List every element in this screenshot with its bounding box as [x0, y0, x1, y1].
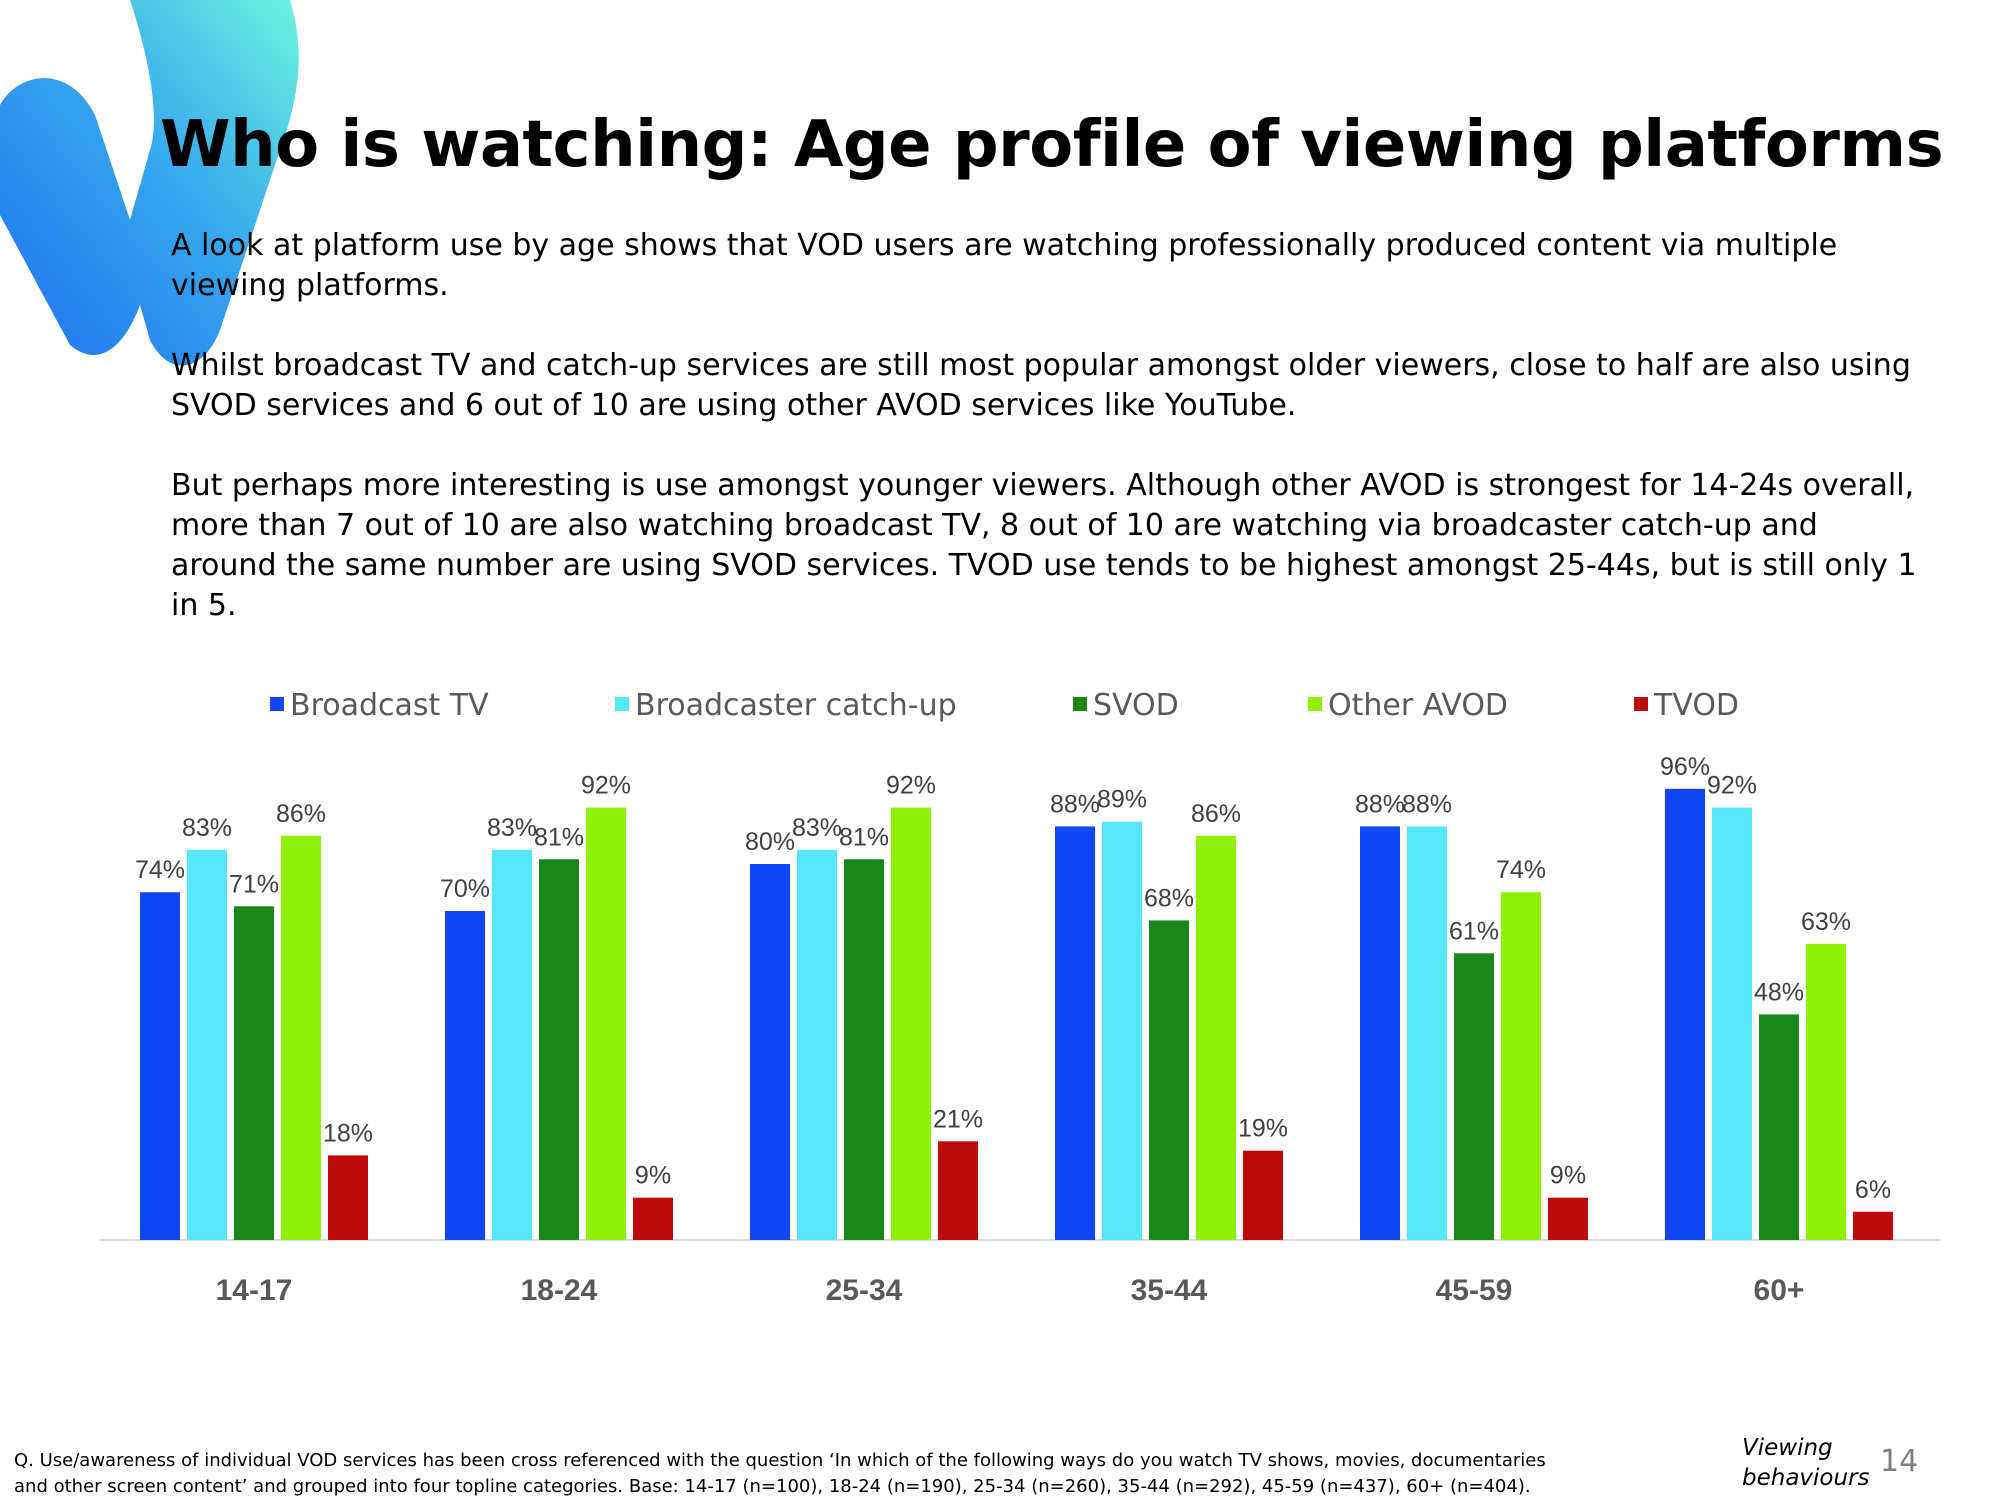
category-label-45-59: 45-59 [1436, 1274, 1513, 1307]
data-label-tvod-14-17: 18% [323, 1119, 373, 1147]
legend-swatch-broadcaster-catch-up [615, 697, 629, 711]
intro-paragraph-3: But perhaps more interesting is use amon… [171, 468, 1917, 623]
footnote: Q. Use/awareness of individual VOD servi… [14, 1448, 1674, 1500]
legend-label-tvod: TVOD [1653, 688, 1739, 723]
footnote-line-1: Q. Use/awareness of individual VOD servi… [14, 1450, 1546, 1471]
bar-broadcast-tv-35-44 [1055, 826, 1095, 1240]
data-label-broadcast-tv-45-59: 88% [1355, 790, 1405, 818]
data-label-tvod-45-59: 9% [1550, 1162, 1586, 1190]
legend-swatch-other-avod [1308, 697, 1322, 711]
bar-svod-14-17 [234, 906, 274, 1240]
intro-paragraph-2: Whilst broadcast TV and catch-up service… [171, 348, 1911, 423]
category-label-60: 60+ [1754, 1274, 1805, 1307]
bar-broadcast-tv-18-24 [445, 911, 485, 1240]
bar-broadcaster-catch-up-14-17 [187, 849, 227, 1240]
bar-tvod-25-34 [938, 1141, 978, 1240]
bar-other-avod-45-59 [1501, 892, 1541, 1240]
bar-broadcast-tv-45-59 [1360, 826, 1400, 1240]
bar-chart: Broadcast TV Broadcaster catch-up SVOD Othe… [100, 688, 1940, 1307]
legend-label-broadcaster-catch-up: Broadcaster catch-up [635, 688, 957, 723]
data-label-svod-25-34: 81% [839, 823, 889, 851]
data-label-broadcast-tv-60: 96% [1660, 753, 1710, 781]
data-label-broadcaster-catch-up-60: 92% [1707, 772, 1757, 800]
data-label-svod-35-44: 68% [1144, 884, 1194, 912]
data-label-tvod-35-44: 19% [1238, 1115, 1288, 1143]
bar-tvod-60 [1853, 1211, 1893, 1240]
data-label-broadcast-tv-25-34: 80% [745, 828, 795, 856]
data-label-other-avod-60: 63% [1801, 908, 1851, 936]
bar-svod-35-44 [1149, 920, 1189, 1240]
bar-svod-25-34 [844, 859, 884, 1240]
data-label-broadcaster-catch-up-45-59: 88% [1402, 790, 1452, 818]
page-number: 14 [1880, 1444, 1919, 1479]
bar-other-avod-35-44 [1196, 835, 1236, 1240]
category-label-25-34: 25-34 [826, 1274, 903, 1307]
bar-broadcaster-catch-up-18-24 [492, 849, 532, 1240]
bar-other-avod-25-34 [891, 807, 931, 1240]
legend-label-broadcast-tv: Broadcast TV [290, 688, 489, 723]
bar-tvod-18-24 [633, 1197, 673, 1240]
data-label-tvod-25-34: 21% [933, 1105, 983, 1133]
data-label-other-avod-45-59: 74% [1496, 856, 1546, 884]
legend-swatch-svod [1073, 697, 1087, 711]
data-label-broadcaster-catch-up-18-24: 83% [487, 814, 537, 842]
data-label-broadcaster-catch-up-14-17: 83% [182, 814, 232, 842]
category-label-35-44: 35-44 [1131, 1274, 1208, 1307]
intro-paragraph-1: A look at platform use by age shows that… [171, 228, 1838, 303]
footnote-line-2: and other screen content’ and grouped in… [14, 1476, 1531, 1497]
bar-other-avod-14-17 [281, 835, 321, 1240]
legend-swatch-broadcast-tv [270, 697, 284, 711]
category-label-18-24: 18-24 [521, 1274, 598, 1307]
data-label-broadcast-tv-18-24: 70% [440, 875, 490, 903]
bar-broadcaster-catch-up-60 [1712, 807, 1752, 1240]
bar-svod-45-59 [1454, 953, 1494, 1240]
bar-other-avod-60 [1806, 943, 1846, 1240]
data-label-svod-18-24: 81% [534, 823, 584, 851]
data-label-svod-60: 48% [1754, 978, 1804, 1006]
bar-broadcast-tv-14-17 [140, 892, 180, 1240]
data-label-other-avod-35-44: 86% [1191, 800, 1241, 828]
bar-broadcast-tv-60 [1665, 788, 1705, 1240]
bar-tvod-14-17 [328, 1155, 368, 1240]
legend-label-other-avod: Other AVOD [1328, 688, 1508, 723]
data-label-broadcast-tv-14-17: 74% [135, 856, 185, 884]
bar-broadcast-tv-25-34 [750, 864, 790, 1240]
data-label-svod-14-17: 71% [229, 870, 279, 898]
data-label-tvod-18-24: 9% [635, 1162, 671, 1190]
data-label-broadcast-tv-35-44: 88% [1050, 790, 1100, 818]
bar-broadcaster-catch-up-35-44 [1102, 821, 1142, 1240]
bar-tvod-35-44 [1243, 1150, 1283, 1240]
bar-broadcaster-catch-up-45-59 [1407, 826, 1447, 1240]
data-label-other-avod-18-24: 92% [581, 772, 631, 800]
section-label: Viewing behaviours [1742, 1433, 1870, 1493]
section-label-line-1: Viewing [1742, 1435, 1833, 1461]
bar-other-avod-18-24 [586, 807, 626, 1240]
data-label-broadcaster-catch-up-25-34: 83% [792, 814, 842, 842]
data-label-other-avod-25-34: 92% [886, 772, 936, 800]
category-label-14-17: 14-17 [216, 1274, 293, 1307]
legend-label-svod: SVOD [1093, 688, 1179, 723]
legend-swatch-tvod [1634, 697, 1648, 711]
data-label-svod-45-59: 61% [1449, 917, 1499, 945]
bar-tvod-45-59 [1548, 1197, 1588, 1240]
brand-logo [0, 0, 299, 366]
bar-svod-18-24 [539, 859, 579, 1240]
bar-svod-60 [1759, 1014, 1799, 1240]
data-label-tvod-60: 6% [1855, 1176, 1891, 1204]
data-label-other-avod-14-17: 86% [276, 800, 326, 828]
bar-broadcaster-catch-up-25-34 [797, 849, 837, 1240]
page-title: Who is watching: Age profile of viewing … [160, 108, 1944, 182]
section-label-line-2: behaviours [1742, 1465, 1870, 1491]
intro-text: A look at platform use by age shows that… [171, 226, 1921, 666]
data-label-broadcaster-catch-up-35-44: 89% [1097, 786, 1147, 814]
